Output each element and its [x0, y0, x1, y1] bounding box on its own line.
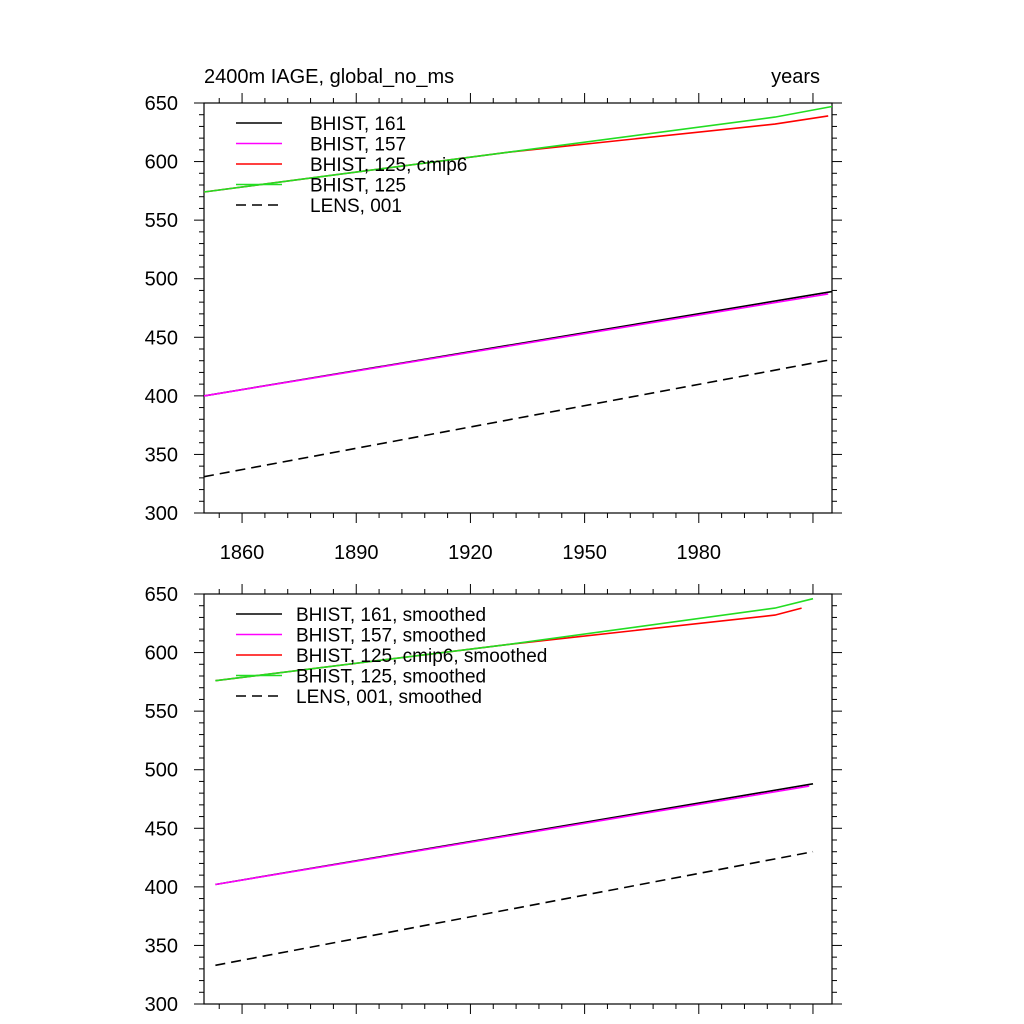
y-tick-label: 450	[145, 818, 178, 840]
plot-frame	[203, 102, 833, 514]
series-line-2	[215, 785, 810, 886]
legend-label-2: BHIST, 157, smoothed	[296, 626, 486, 647]
y-tick-label: 400	[145, 386, 178, 408]
series-line-3	[203, 115, 829, 193]
plot-frame	[203, 593, 833, 1005]
chart-panel-2: 300 350 400 450 500 550 600 650 BHIST, 161, smoo…	[145, 584, 842, 1016]
y-tick-label: 550	[145, 210, 178, 232]
y-tick-label: 350	[145, 935, 178, 957]
legend-label-3: BHIST, 125, cmip6	[310, 155, 467, 176]
y-tick-label: 650	[145, 93, 178, 115]
units-label: years	[771, 66, 820, 88]
x-tick-label: 1890	[334, 542, 379, 564]
y-tick-label: 300	[145, 994, 178, 1016]
chart-panel-1: 300 350 400 450 500 550 600 650 1860 1890 1920 1950…	[145, 66, 842, 564]
legend-label-4: BHIST, 125	[310, 176, 406, 197]
y-tick-label: 350	[145, 444, 178, 466]
legend-label-1: BHIST, 161	[310, 114, 406, 135]
series-line-5	[203, 358, 833, 478]
y-tick-label: 600	[145, 152, 178, 174]
legend-label-5: LENS, 001	[310, 196, 402, 217]
series-line-4	[215, 597, 814, 682]
series-line-2	[203, 293, 829, 397]
y-tick-label: 450	[145, 327, 178, 349]
y-tick-label: 650	[145, 584, 178, 606]
y-tick-label: 300	[145, 503, 178, 525]
legend-label-2: BHIST, 157	[310, 135, 406, 156]
x-tick-label: 1860	[220, 542, 265, 564]
x-tick-label: 1980	[677, 542, 722, 564]
legend-label-1: BHIST, 161, smoothed	[296, 605, 486, 626]
y-tick-label: 500	[145, 269, 178, 291]
legend-label-3: BHIST, 125, cmip6, smoothed	[296, 646, 547, 667]
y-tick-label: 550	[145, 701, 178, 723]
x-tick-label: 1920	[448, 542, 493, 564]
y-tick-label: 600	[145, 643, 178, 665]
y-tick-label: 400	[145, 877, 178, 899]
y-tick-label: 500	[145, 760, 178, 782]
legend-label-5: LENS, 001, smoothed	[296, 687, 482, 708]
chart-title: 2400m IAGE, global_no_ms	[204, 66, 454, 88]
series-line-4	[203, 105, 833, 193]
series-line-5	[215, 850, 814, 967]
x-tick-label: 1950	[562, 542, 607, 564]
legend-label-4: BHIST, 125, smoothed	[296, 667, 486, 688]
